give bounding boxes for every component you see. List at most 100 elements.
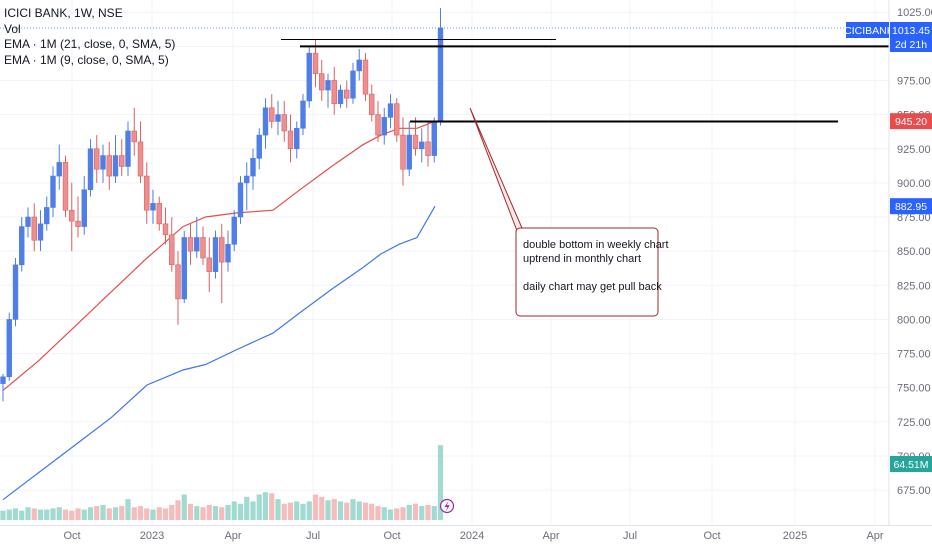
x-tick-label: Oct <box>383 530 400 542</box>
volume-bar <box>187 503 194 520</box>
x-tick-label: 2023 <box>140 530 164 542</box>
volume-bar <box>50 508 56 520</box>
candle-up <box>125 130 131 167</box>
y-tick-label: 1025.00 <box>897 7 932 19</box>
volume-bar <box>294 501 300 520</box>
volume-bar <box>150 509 156 520</box>
volume-bar <box>81 509 87 520</box>
volume-bar <box>287 502 294 520</box>
volume-bar <box>87 507 94 520</box>
candle-up <box>387 103 394 118</box>
candle-down <box>31 216 37 241</box>
candle-up <box>37 223 44 241</box>
candle-up <box>212 237 219 272</box>
volume-bar <box>256 494 262 520</box>
candle-up <box>181 237 187 300</box>
volume-bar <box>381 507 387 520</box>
candle-up <box>25 216 31 227</box>
candle-down <box>369 93 375 115</box>
candle-down <box>425 141 431 156</box>
callout-box[interactable] <box>515 227 659 317</box>
volume-bar <box>194 506 200 520</box>
x-tick-label: Apr <box>866 530 883 542</box>
legend-volume[interactable]: Vol <box>4 21 21 36</box>
candle-up <box>0 376 6 384</box>
volume-bar <box>62 509 69 520</box>
volume-bar <box>19 510 25 520</box>
candle-down <box>219 237 225 263</box>
candle-down <box>319 73 325 91</box>
volume-bar <box>362 502 369 520</box>
candle-down <box>269 107 275 122</box>
volume-bar <box>37 509 44 520</box>
volume-bar <box>56 507 62 520</box>
candle-up <box>419 141 425 150</box>
candle-up <box>325 80 331 91</box>
volume-bar <box>169 504 175 520</box>
x-tick-label: Oct <box>63 530 80 542</box>
candle-down <box>137 141 144 177</box>
candle-up <box>337 89 344 104</box>
candle-up <box>100 155 106 170</box>
volume-bar <box>100 504 106 520</box>
candle-up <box>244 175 250 184</box>
candle-down <box>169 234 175 266</box>
volume-bar <box>250 501 256 520</box>
y-tick-label: 825.00 <box>897 280 931 292</box>
y-tick-label: 925.00 <box>897 144 931 156</box>
symbol-chip-label: ICICIBANK <box>841 25 894 37</box>
candle-up <box>356 59 362 72</box>
volume-bar <box>162 508 169 520</box>
volume-bar <box>0 510 6 520</box>
candle-down <box>162 223 169 236</box>
volume-bar <box>419 506 425 520</box>
candle-down <box>106 155 112 177</box>
candle-down <box>375 114 381 136</box>
candle-up <box>56 162 62 177</box>
lightning-icon-glyph <box>444 501 450 512</box>
volume-bar <box>181 494 187 520</box>
candle-up <box>44 207 50 225</box>
candle-down <box>175 264 181 300</box>
candle-down <box>187 237 194 252</box>
volume-bar <box>344 502 350 520</box>
x-tick-label: Apr <box>224 530 241 542</box>
volume-bar <box>212 506 219 520</box>
volume-bar <box>425 504 431 520</box>
volume-bar <box>125 499 131 520</box>
volume-value: 64.51M <box>893 459 928 471</box>
candle-down <box>144 175 150 211</box>
volume-bar <box>94 506 100 520</box>
candle-down <box>131 130 137 143</box>
y-tick-label: 800.00 <box>897 314 931 326</box>
candle-up <box>275 114 281 122</box>
volume-bar <box>431 506 437 520</box>
candle-up <box>237 182 244 218</box>
volume-bar <box>200 507 206 520</box>
candle-down <box>331 80 337 104</box>
callout-text-line: uptrend in monthly chart <box>523 253 641 265</box>
volume-bar <box>137 506 144 520</box>
candle-up <box>87 148 94 191</box>
candle-up <box>262 107 269 136</box>
x-tick-label: 2025 <box>783 530 807 542</box>
candle-up <box>256 134 262 159</box>
legend-symbol[interactable]: ICICI BANK, 1W, NSE <box>4 6 123 20</box>
candle-up <box>150 203 156 211</box>
volume-bar <box>69 510 75 520</box>
legend-ema-21[interactable]: EMA · 1M (21, close, 0, SMA, 5) <box>4 37 176 51</box>
volume-bar <box>300 503 306 520</box>
legend-ema-9[interactable]: EMA · 1M (9, close, 0, SMA, 5) <box>4 52 169 67</box>
volume-bar <box>331 499 337 520</box>
callout-text-line: double bottom in weekly chart <box>523 239 669 251</box>
volume-bar <box>412 503 419 520</box>
countdown-label: 2d 21h <box>895 39 927 51</box>
candle-up <box>19 226 25 266</box>
volume-bar <box>131 507 137 520</box>
volume-bar <box>219 507 225 520</box>
volume-bar <box>12 508 19 520</box>
y-tick-label: 850.00 <box>897 246 931 258</box>
y-tick-label: 900.00 <box>897 178 931 190</box>
